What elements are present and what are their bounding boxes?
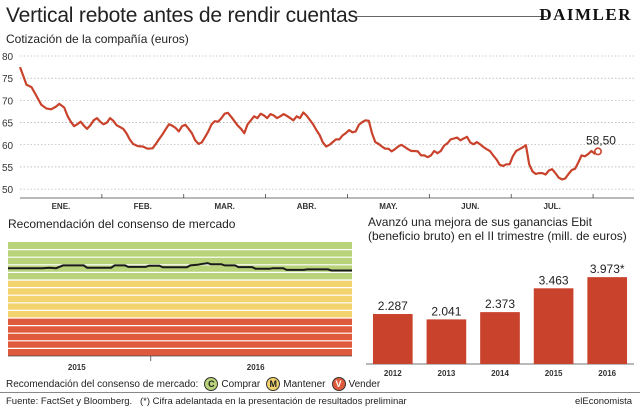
hold-icon: M (266, 377, 281, 391)
bar (533, 288, 574, 364)
brand-logo: DAIMLER (539, 5, 632, 24)
x-tick-label: 2015 (68, 363, 86, 372)
legend-item-hold: M Mantener (266, 377, 326, 391)
x-tick-label: FEB. (134, 202, 152, 211)
stock-price-chart: 50 55 60 65 70 75 80 ENE. FEB. MAR. ABR. MAY. JUN. JU… (2, 52, 634, 211)
legend-label: Recomendación del consenso de mercado: (6, 378, 199, 390)
footnote: (*) Cifra adelantada en la presentación … (140, 396, 407, 407)
stock-chart-subtitle: Cotización de la compañía (euros) (6, 32, 189, 46)
bar-value-label: 3.973* (590, 262, 625, 276)
x-tick-label: 2016 (247, 363, 265, 372)
legend-sell-label: Vender (348, 378, 381, 390)
bar (587, 277, 628, 364)
bar-value-label: 2.373 (485, 297, 515, 311)
bar (426, 319, 467, 364)
x-tick-label: 2013 (438, 369, 456, 378)
x-tick-label: 2015 (545, 369, 563, 378)
consensus-chart: 2015 2016 (8, 242, 352, 372)
price-line (18, 66, 599, 181)
ebit-chart-title: Avanzó una mejora de sus ganancias Ebit … (368, 215, 627, 243)
x-tick-label: MAR. (214, 202, 234, 211)
x-tick-label: MAY. (379, 202, 397, 211)
page-title: Vertical rebote antes de rendir cuentas (6, 4, 358, 27)
x-tick-label: 2014 (491, 369, 509, 378)
ebit-bar-chart: 2.287 2012 2.041 2013 2.373 2014 3.463 2015 3.97… (366, 262, 634, 378)
buy-icon: C (204, 377, 219, 391)
zone-buy (8, 242, 352, 281)
consensus-legend: Recomendación del consenso de mercado: C… (6, 377, 380, 391)
bar (372, 314, 413, 364)
last-price-label: 58,50 (586, 133, 616, 147)
consensus-chart-title: Recomendación del consenso de mercado (8, 217, 236, 231)
bar-value-label: 3.463 (539, 273, 569, 287)
y-tick-label: 65 (2, 119, 14, 130)
x-tick-label: 2012 (384, 369, 402, 378)
legend-item-buy: C Comprar (204, 377, 260, 391)
x-tick-label: JUL. (543, 202, 560, 211)
footer-rule (0, 392, 640, 393)
title-rule (355, 16, 547, 17)
y-tick-label: 75 (2, 74, 14, 85)
x-tick-label: ENE. (52, 202, 71, 211)
bar-value-label: 2.287 (378, 299, 408, 313)
y-tick-label: 70 (2, 96, 14, 107)
zone-sell (8, 318, 352, 356)
legend-item-sell: V Vender (331, 377, 381, 391)
bar-value-label: 2.041 (431, 304, 461, 318)
legend-buy-label: Comprar (221, 378, 261, 390)
x-tick-label: JUN. (461, 202, 479, 211)
sell-icon: V (331, 377, 346, 391)
legend-hold-label: Mantener (283, 378, 326, 390)
y-tick-label: 50 (2, 185, 14, 196)
y-tick-label: 60 (2, 141, 14, 152)
bar (480, 312, 520, 364)
last-price-point (593, 147, 602, 156)
x-tick-label: 2016 (598, 369, 616, 378)
zone-hold (8, 280, 352, 319)
consensus-line (8, 262, 352, 272)
x-tick-label: ABR. (297, 202, 317, 211)
y-tick-label: 80 (2, 52, 14, 63)
source-note: Fuente: FactSet y Bloomberg. (6, 396, 133, 407)
y-tick-label: 55 (2, 163, 14, 174)
publisher-credit: elEconomista (574, 396, 632, 407)
